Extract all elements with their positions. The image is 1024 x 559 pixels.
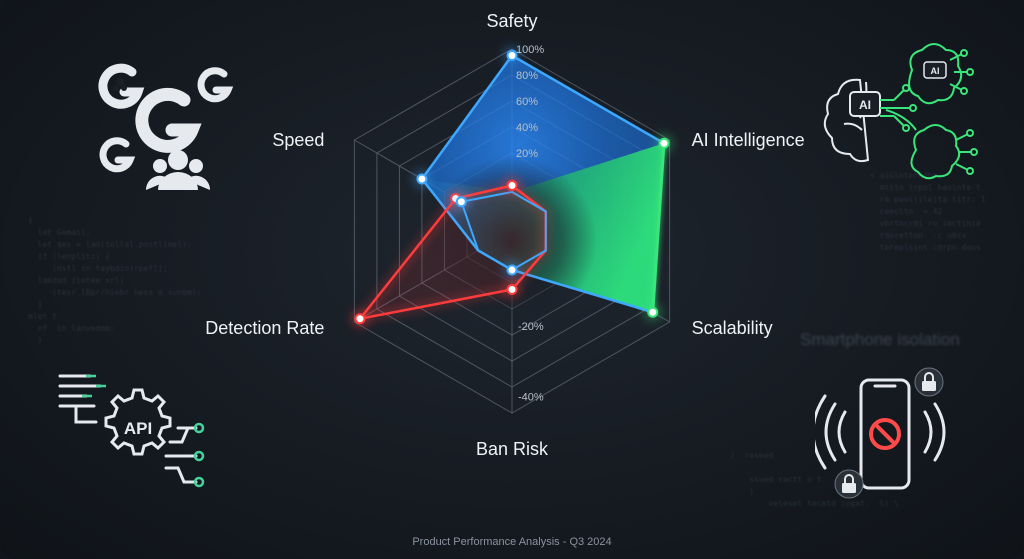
background-heading: Smartphone isolation: [800, 330, 960, 349]
point-blue-safety: [506, 50, 518, 61]
point-green-ai: [658, 137, 670, 149]
tick-label: 20%: [516, 148, 538, 160]
tick-label: 60%: [516, 96, 538, 108]
point-red-ban-risk: [506, 284, 518, 295]
background-code-left: { let Gemail; let $es = lad(tollal.postl…: [28, 216, 202, 345]
tick-labels: 100% 80% 60% 40% 20% -20% -40%: [516, 44, 544, 403]
footer-caption: Product Performance Analysis - Q3 2024: [412, 536, 612, 548]
point-red-detection: [354, 313, 366, 325]
ai-brain-icon: AI AI: [823, 43, 978, 180]
tick-label: 100%: [516, 44, 544, 56]
svg-text:AI: AI: [859, 98, 871, 112]
background-code-bottom: / reseed ssued ractt o t ) veleset tecmt…: [730, 451, 899, 508]
axis-label-scalability: Scalability: [692, 318, 773, 338]
svg-text:API: API: [124, 419, 152, 438]
axis-label-detection-rate: Detection Rate: [205, 318, 324, 338]
axis-label-safety: Safety: [486, 11, 537, 31]
tick-label: 80%: [516, 70, 538, 82]
axis-label-speed: Speed: [272, 130, 324, 150]
google-users-icon: [98, 63, 234, 190]
axis-labels: Safety AI Intelligence Scalability Ban Risk…: [205, 11, 804, 459]
axis-label-ai-intelligence: AI Intelligence: [692, 130, 805, 150]
phone-blocked-icon: [815, 367, 946, 499]
point-green-scalability: [647, 306, 659, 318]
axis-label-ban-risk: Ban Risk: [476, 439, 549, 459]
series-areas: [351, 46, 673, 328]
series-area-red: [360, 185, 546, 319]
background-code-right: < aiGlnterkdbm; mtitn lrpol hasinte-t re…: [870, 171, 986, 252]
tick-label: 40%: [516, 122, 538, 134]
point-red-safety: [506, 180, 518, 191]
svg-text:AI: AI: [931, 66, 940, 76]
series-line-green: [651, 143, 666, 313]
point-blue-ban-risk: [506, 264, 518, 276]
point-blue-inner: [455, 196, 467, 208]
tick-label: -40%: [518, 391, 544, 403]
tick-label: -20%: [518, 321, 544, 333]
api-gear-icon: API: [58, 374, 205, 488]
point-blue-speed: [416, 173, 428, 185]
